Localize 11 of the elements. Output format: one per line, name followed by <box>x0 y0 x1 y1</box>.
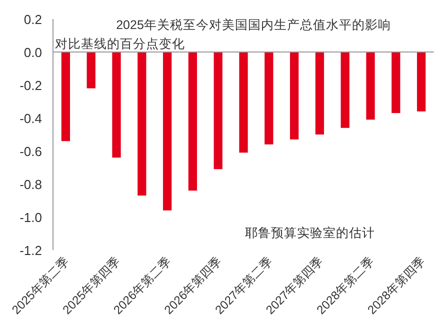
y-tick-label: -0.2 <box>20 78 42 93</box>
y-tick-label: -1.0 <box>20 210 42 225</box>
y-tick-label: -0.6 <box>20 144 42 159</box>
annotation: 耶鲁预算实验室的估计 <box>245 225 375 240</box>
y-tick-label: 0.2 <box>24 12 42 27</box>
y-tick-label: 0.0 <box>24 45 42 60</box>
chart-title: 2025年关税至今对美国国内生产总值水平的影响 <box>116 17 391 32</box>
y-tick-label: -1.2 <box>20 243 42 258</box>
y-tick-label: -0.8 <box>20 177 42 192</box>
y-axis-title: 对比基线的百分点变化 <box>55 37 185 51</box>
y-tick-label: -0.4 <box>20 111 42 126</box>
